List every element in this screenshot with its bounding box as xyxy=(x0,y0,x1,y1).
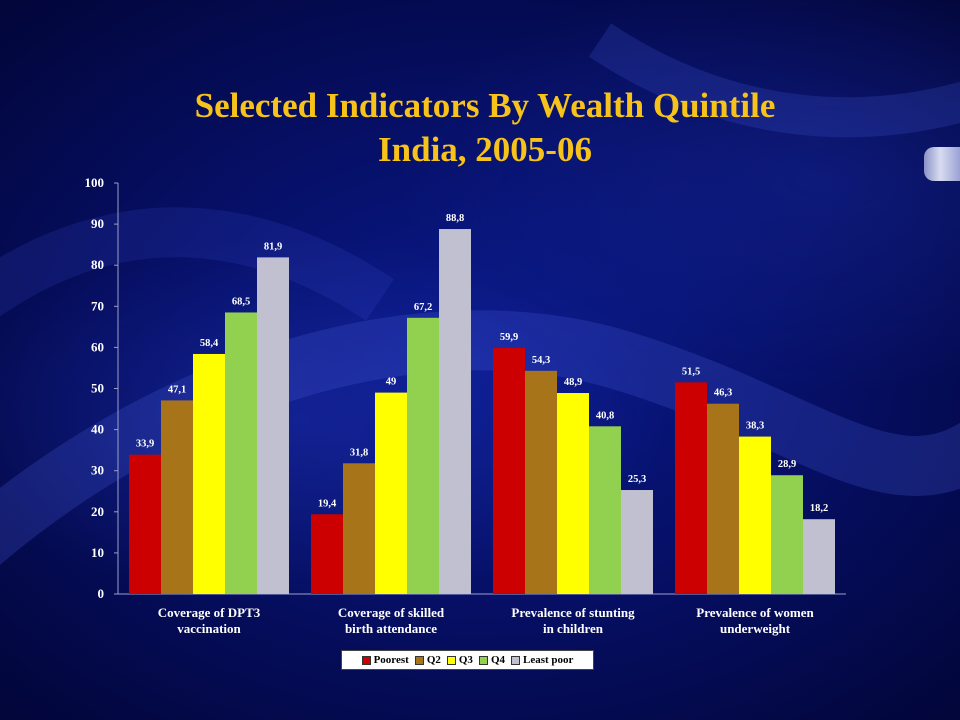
x-category-label: Prevalence of women xyxy=(696,605,814,620)
bar-data-label: 31,8 xyxy=(350,447,368,458)
x-category-label: Coverage of skilled xyxy=(338,605,445,620)
legend-swatch xyxy=(478,655,488,665)
legend-label: Q2 xyxy=(426,654,441,666)
bar xyxy=(129,454,161,594)
x-category-label: Coverage of DPT3 xyxy=(158,605,261,620)
bar-data-label: 81,9 xyxy=(264,241,282,252)
bar-data-label: 40,8 xyxy=(596,410,614,421)
bar xyxy=(407,317,439,594)
bar-data-label: 25,3 xyxy=(628,474,646,485)
chart-legend: Poorest Q2 Q3 Q4 Least poor xyxy=(341,650,594,670)
bar-data-label: 38,3 xyxy=(746,421,764,432)
bar xyxy=(343,463,375,594)
bar xyxy=(311,514,343,594)
bar xyxy=(193,353,225,594)
bar xyxy=(493,347,525,594)
bar xyxy=(621,490,653,594)
legend-swatch xyxy=(511,655,520,665)
bar-data-label: 18,2 xyxy=(810,503,828,514)
legend-item: Q2 xyxy=(414,654,441,666)
bar-data-label: 49 xyxy=(386,377,397,388)
bar-data-label: 54,3 xyxy=(532,355,550,366)
bar-data-label: 46,3 xyxy=(714,388,732,399)
bar xyxy=(525,370,557,594)
bar xyxy=(375,392,407,594)
legend-swatch xyxy=(446,655,456,665)
title-line-1: Selected Indicators By Wealth Quintile xyxy=(194,86,776,125)
x-category-label: birth attendance xyxy=(345,621,437,636)
bar-data-label: 59,9 xyxy=(500,332,518,343)
legend-item: Poorest xyxy=(361,654,409,666)
bar xyxy=(161,400,193,594)
x-category-label: vaccination xyxy=(177,621,241,636)
legend-label: Q3 xyxy=(458,654,473,666)
bar-data-label: 19,4 xyxy=(318,498,337,509)
bar xyxy=(225,312,257,594)
bar-data-label: 67,2 xyxy=(414,302,432,313)
y-tick-label: 60 xyxy=(91,339,104,354)
y-tick-label: 80 xyxy=(91,257,104,272)
y-tick-label: 70 xyxy=(91,298,104,313)
legend-label: Q4 xyxy=(490,654,505,666)
title-line-2: India, 2005-06 xyxy=(378,130,592,169)
legend-item: Q3 xyxy=(446,654,473,666)
y-tick-label: 90 xyxy=(91,216,104,231)
bar xyxy=(557,393,589,594)
x-category-label: in children xyxy=(543,621,604,636)
legend-swatch xyxy=(361,655,371,665)
legend-label: Poorest xyxy=(373,654,409,666)
bar xyxy=(589,426,621,594)
bar-data-label: 33,9 xyxy=(136,439,154,450)
legend-item: Q4 xyxy=(478,654,505,666)
bar-data-label: 68,5 xyxy=(232,296,250,307)
y-tick-label: 40 xyxy=(91,422,104,437)
bar-data-label: 88,8 xyxy=(446,213,464,224)
slide-title: Selected Indicators By Wealth Quintile I… xyxy=(0,84,960,172)
y-tick-label: 10 xyxy=(91,545,104,560)
y-tick-label: 100 xyxy=(85,175,105,190)
x-category-label: underweight xyxy=(720,621,791,636)
bar-data-label: 47,1 xyxy=(168,384,186,395)
bar-data-label: 51,5 xyxy=(682,366,700,377)
slide-tab-accent xyxy=(924,147,960,181)
legend-label: Least poor xyxy=(523,654,574,666)
bar xyxy=(771,475,803,594)
y-tick-label: 30 xyxy=(91,463,104,478)
bar xyxy=(257,257,289,594)
legend-item: Least poor xyxy=(511,654,573,666)
bar xyxy=(803,519,835,594)
y-tick-label: 20 xyxy=(91,504,104,519)
bar xyxy=(739,436,771,594)
bar xyxy=(707,403,739,594)
bar-data-label: 58,4 xyxy=(200,338,219,349)
bar-data-label: 28,9 xyxy=(778,459,796,470)
bar-data-label: 48,9 xyxy=(564,377,582,388)
y-tick-label: 0 xyxy=(98,586,105,601)
legend-swatch xyxy=(414,655,424,665)
y-tick-label: 50 xyxy=(91,381,104,396)
bar xyxy=(675,382,707,594)
x-category-label: Prevalence of stunting xyxy=(511,605,635,620)
bar xyxy=(439,229,471,595)
